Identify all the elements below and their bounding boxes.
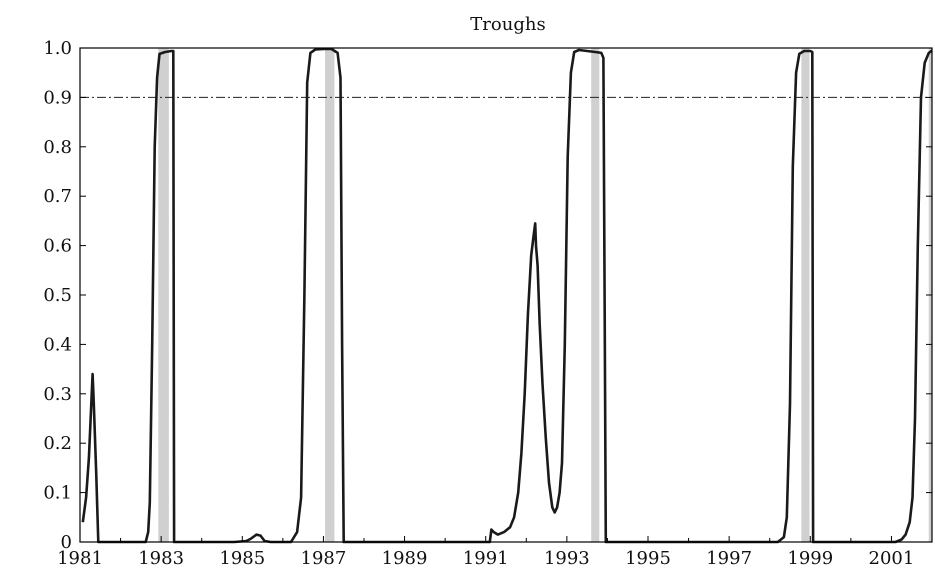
y-tick-label: 0.4 [43, 334, 72, 355]
shaded-periods [158, 48, 932, 542]
shaded-period-1 [325, 48, 335, 542]
y-tick-label: 0.8 [43, 137, 72, 158]
x-tick-label: 1991 [463, 548, 509, 569]
y-tick-label: 0.1 [43, 483, 72, 504]
y-tick-label: 0 [61, 532, 72, 553]
y-axis: 0 0.1 0.2 0.3 0.4 0.5 0.6 0.7 0.8 0.9 1.0 [43, 38, 932, 553]
x-tick-label: 1987 [301, 548, 347, 569]
y-tick-label: 0.6 [43, 236, 72, 257]
y-tick-label: 1.0 [43, 38, 72, 59]
series-line-0 [81, 47, 933, 544]
y-tick-label: 0.7 [43, 186, 72, 207]
x-tick-label: 1981 [57, 548, 103, 569]
series-layer [81, 47, 933, 544]
x-tick-label: 1999 [787, 548, 833, 569]
x-tick-label: 1983 [138, 548, 184, 569]
y-tick-label: 0.9 [43, 87, 72, 108]
shaded-period-2 [591, 48, 600, 542]
shaded-period-3 [801, 48, 810, 542]
x-tick-label: 2001 [869, 548, 915, 569]
x-tick-label: 1989 [382, 548, 428, 569]
y-tick-label: 0.3 [43, 384, 72, 405]
y-tick-label: 0.5 [43, 285, 72, 306]
x-tick-label: 1997 [706, 548, 752, 569]
chart-title: Troughs [470, 14, 545, 35]
x-axis: 1981 1983 1985 1987 1989 1991 1993 1995 1997 1999… [57, 536, 933, 569]
x-tick-label: 1993 [544, 548, 590, 569]
x-tick-label: 1995 [625, 548, 671, 569]
shaded-period-0 [158, 48, 169, 542]
y-tick-label: 0.2 [43, 433, 72, 454]
x-tick-label: 1985 [219, 548, 265, 569]
